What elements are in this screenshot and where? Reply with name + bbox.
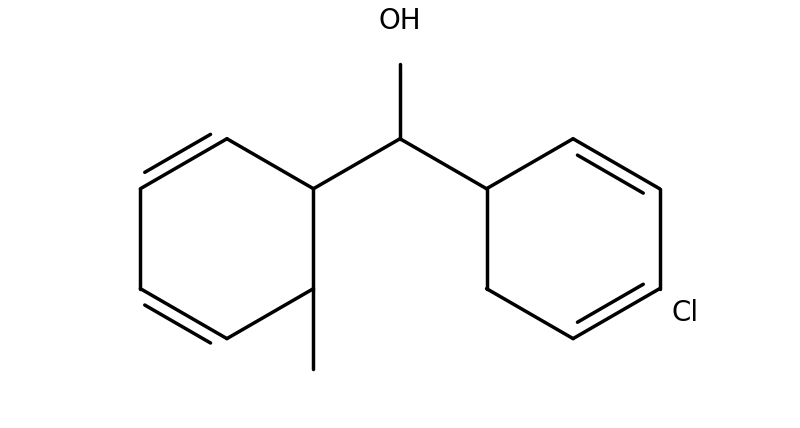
Text: Cl: Cl <box>672 299 698 327</box>
Text: OH: OH <box>378 8 422 36</box>
